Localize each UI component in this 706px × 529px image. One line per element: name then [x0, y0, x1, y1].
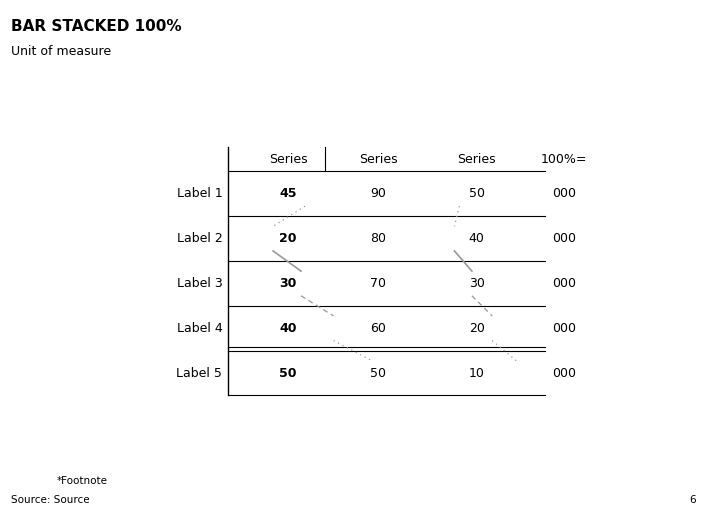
- Text: 60: 60: [371, 322, 386, 335]
- Text: BAR STACKED 100%: BAR STACKED 100%: [11, 19, 181, 33]
- Text: 000: 000: [552, 367, 576, 379]
- Text: Unit of measure: Unit of measure: [11, 45, 111, 58]
- Text: 45: 45: [279, 187, 297, 200]
- Text: 80: 80: [370, 232, 386, 245]
- Text: 6: 6: [689, 495, 695, 505]
- Text: Label 3: Label 3: [176, 277, 222, 290]
- Text: Label 2: Label 2: [176, 232, 222, 245]
- Text: 30: 30: [469, 277, 484, 290]
- Text: 10: 10: [469, 367, 484, 379]
- Text: 000: 000: [552, 232, 576, 245]
- Text: *Footnote: *Footnote: [56, 476, 107, 486]
- Text: 40: 40: [279, 322, 297, 335]
- Text: 20: 20: [469, 322, 484, 335]
- Text: 000: 000: [552, 277, 576, 290]
- Text: 90: 90: [371, 187, 386, 200]
- Text: Label 1: Label 1: [176, 187, 222, 200]
- Text: Source: Source: Source: Source: [11, 495, 89, 505]
- Text: 50: 50: [469, 187, 485, 200]
- Text: 000: 000: [552, 322, 576, 335]
- Text: 50: 50: [279, 367, 297, 379]
- Text: Label 4: Label 4: [176, 322, 222, 335]
- Text: Series: Series: [359, 153, 397, 166]
- Text: 30: 30: [280, 277, 297, 290]
- Text: 000: 000: [552, 187, 576, 200]
- Text: 40: 40: [469, 232, 484, 245]
- Text: 20: 20: [279, 232, 297, 245]
- Text: 70: 70: [370, 277, 386, 290]
- Text: Label 5: Label 5: [176, 367, 222, 379]
- Text: 50: 50: [370, 367, 386, 379]
- Text: Series: Series: [457, 153, 496, 166]
- Text: 100%=: 100%=: [541, 153, 587, 166]
- Text: Series: Series: [269, 153, 307, 166]
